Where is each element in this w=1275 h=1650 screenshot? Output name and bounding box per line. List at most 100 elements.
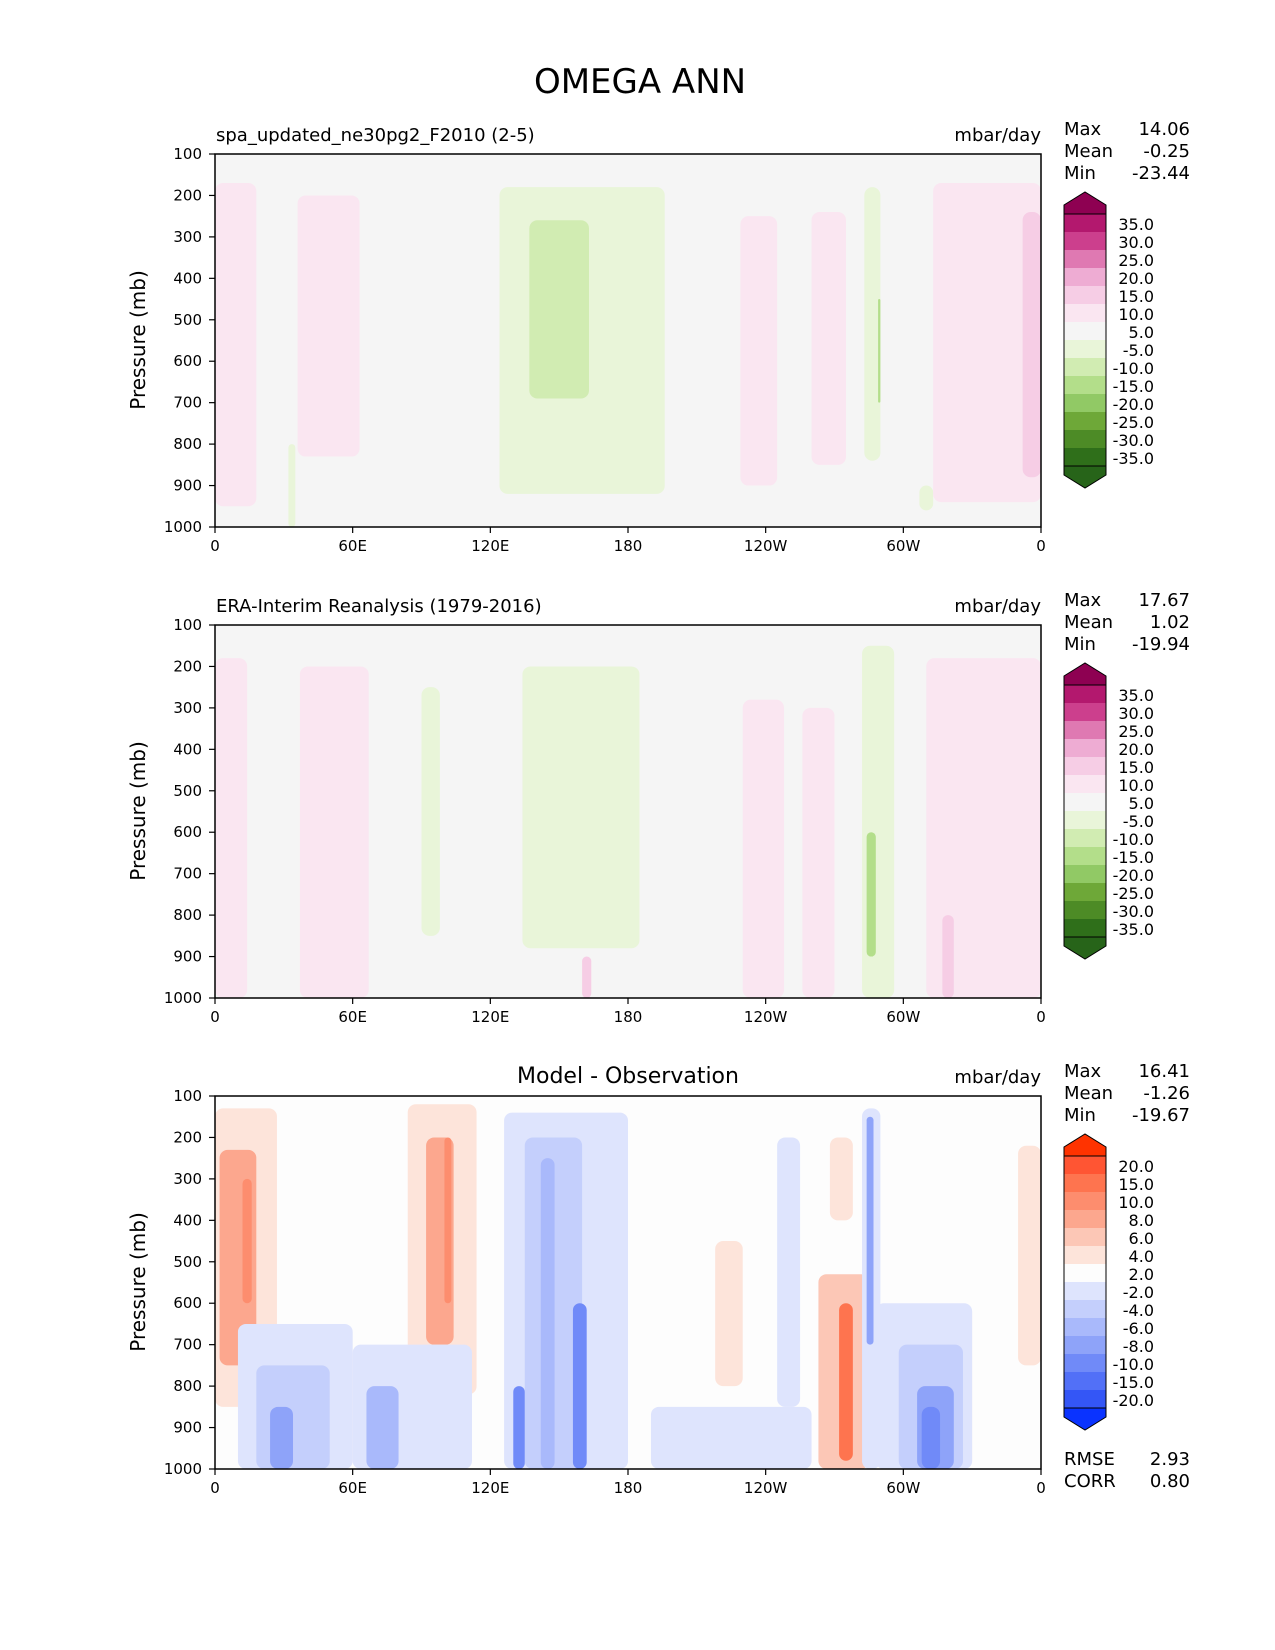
colorbar-segment <box>1064 448 1106 466</box>
contour-region <box>215 658 248 998</box>
contour-region <box>829 1137 853 1221</box>
panel-diff-rmse-value: 2.93 <box>1150 1449 1190 1470</box>
contour-region <box>522 666 640 949</box>
contour-region <box>802 707 835 998</box>
colorbar-segment <box>1064 214 1106 232</box>
panel-obs-units: mbar/day <box>954 596 1041 617</box>
colorbar-segment <box>1064 1228 1106 1246</box>
x-tick-label: 180 <box>614 1008 643 1026</box>
panel-diff-mean-label: Mean <box>1064 1083 1113 1104</box>
panel-obs-mean-value: 1.02 <box>1150 612 1190 633</box>
panel-obs-min-label: Min <box>1064 634 1096 655</box>
colorbar-level-label: 2.0 <box>1129 1265 1154 1284</box>
colorbar-segment <box>1064 1210 1106 1228</box>
y-tick-label: 100 <box>173 145 202 163</box>
colorbar-level-label: -15.0 <box>1113 377 1154 396</box>
x-tick-label: 120W <box>744 1479 788 1497</box>
panel-obs-contours <box>215 645 1041 998</box>
colorbar-level-label: -8.0 <box>1123 1337 1154 1356</box>
x-tick-label: 180 <box>614 537 643 555</box>
colorbar-segment <box>1064 286 1106 304</box>
x-tick-label: 120W <box>744 537 788 555</box>
panel-diff-contours <box>215 1104 1041 1469</box>
y-tick-label: 700 <box>173 394 202 412</box>
colorbar-segment <box>1064 430 1106 448</box>
panel-obs-title: ERA-Interim Reanalysis (1979-2016) <box>216 596 542 617</box>
colorbar-level-label: -30.0 <box>1113 902 1154 921</box>
contour-region <box>572 1303 587 1469</box>
y-tick-label: 400 <box>173 1211 202 1229</box>
panel-model: spa_updated_ne30pg2_F2010 (2-5) mbar/day… <box>126 119 1190 555</box>
panel-obs-min-value: -19.94 <box>1132 634 1190 655</box>
panel-obs-max-label: Max <box>1064 590 1102 611</box>
colorbar-segment <box>1064 1264 1106 1282</box>
colorbar-segment <box>1064 1336 1106 1354</box>
colorbar-level-label: -30.0 <box>1113 431 1154 450</box>
x-tick-label: 0 <box>210 1479 220 1497</box>
colorbar-extend-bottom <box>1063 465 1107 489</box>
x-tick-label: 60W <box>886 1479 920 1497</box>
x-tick-label: 120E <box>471 1479 509 1497</box>
y-tick-label: 500 <box>173 1253 202 1271</box>
contour-region <box>297 195 360 457</box>
colorbar-segment <box>1064 883 1106 901</box>
y-tick-label: 900 <box>173 948 202 966</box>
colorbar-level-label: -25.0 <box>1113 884 1154 903</box>
x-tick-label: 60W <box>886 1008 920 1026</box>
panel-diff-max-value: 16.41 <box>1138 1061 1190 1082</box>
y-tick-label: 200 <box>173 186 202 204</box>
x-tick-label: 120W <box>744 1008 788 1026</box>
y-tick-label: 200 <box>173 657 202 675</box>
colorbar-segment <box>1064 340 1106 358</box>
colorbar-segment <box>1064 721 1106 739</box>
contour-region <box>777 1137 801 1407</box>
colorbar-segment <box>1064 703 1106 721</box>
colorbar-level-label: 15.0 <box>1118 287 1154 306</box>
x-tick-label: 120E <box>471 1008 509 1026</box>
colorbar-frame <box>1063 684 1107 938</box>
contour-region <box>942 915 954 998</box>
colorbar-extend-top <box>1063 191 1107 215</box>
colorbar-segment <box>1064 1156 1106 1174</box>
colorbar-level-label: 10.0 <box>1118 1193 1154 1212</box>
colorbar-level-label: 30.0 <box>1118 704 1154 723</box>
colorbar-level-label: 25.0 <box>1118 251 1154 270</box>
colorbar-segment <box>1064 1246 1106 1264</box>
y-tick-label: 600 <box>173 352 202 370</box>
colorbar-segment <box>1064 793 1106 811</box>
y-tick-label: 800 <box>173 906 202 924</box>
panel-diff-corr-label: CORR <box>1064 1471 1116 1492</box>
colorbar-level-label: 35.0 <box>1118 215 1154 234</box>
colorbar-segment <box>1064 412 1106 430</box>
panel-model-mean-value: -0.25 <box>1143 141 1190 162</box>
panel-diff-rmse-label: RMSE <box>1064 1449 1115 1470</box>
panel-model-units: mbar/day <box>954 125 1041 146</box>
panel-diff: Model - Observation mbar/day 0 60E 120E 180… <box>126 1061 1190 1497</box>
colorbar-segment <box>1064 304 1106 322</box>
contour-region <box>866 1116 874 1345</box>
colorbar-segment <box>1064 757 1106 775</box>
colorbar-segment <box>1064 1390 1106 1408</box>
panel-model-max-value: 14.06 <box>1138 119 1190 140</box>
colorbar-level-label: 4.0 <box>1129 1247 1154 1266</box>
panel-diff-units: mbar/day <box>954 1067 1041 1088</box>
y-tick-label: 100 <box>173 616 202 634</box>
panel-diff-max-label: Max <box>1064 1061 1102 1082</box>
contour-region <box>288 444 296 527</box>
panel-diff-corr-value: 0.80 <box>1150 1471 1190 1492</box>
contour-region <box>513 1386 525 1469</box>
panel-diff-min-value: -19.67 <box>1132 1105 1190 1126</box>
contour-region <box>715 1241 743 1387</box>
contour-region <box>421 687 440 936</box>
colorbar-level-label: 5.0 <box>1129 794 1154 813</box>
contour-region <box>529 220 589 399</box>
colorbar-level-label: 5.0 <box>1129 323 1154 342</box>
colorbar-segment <box>1064 376 1106 394</box>
colorbar-segment <box>1064 1318 1106 1336</box>
colorbar-segment <box>1064 739 1106 757</box>
y-tick-label: 900 <box>173 1419 202 1437</box>
colorbar-level-label: -6.0 <box>1123 1319 1154 1338</box>
colorbar-level-label: -2.0 <box>1123 1283 1154 1302</box>
x-tick-label: 0 <box>1036 1008 1046 1026</box>
x-tick-label: 60E <box>338 537 367 555</box>
